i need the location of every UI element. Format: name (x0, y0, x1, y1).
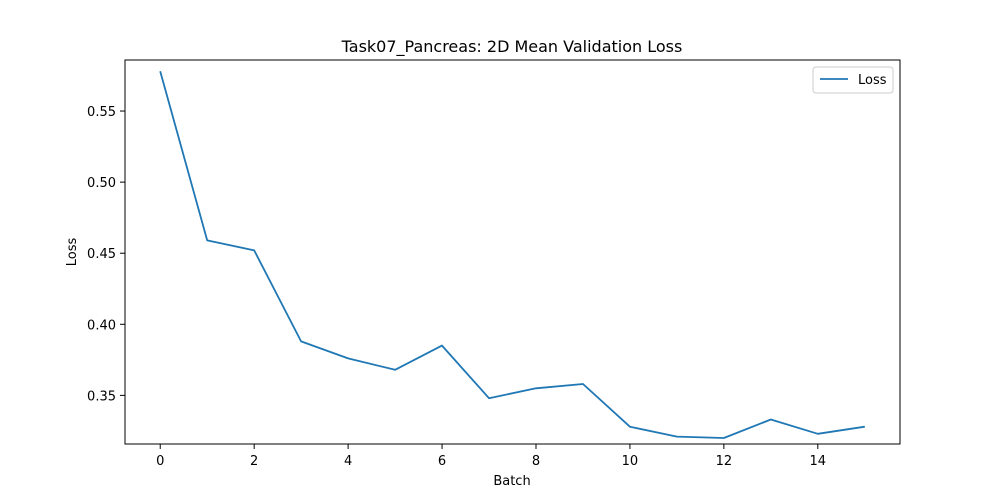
plot-frame (124, 59, 901, 445)
x-tick-label: 4 (344, 454, 352, 469)
x-axis-title: Batch (493, 474, 530, 489)
y-axis-title: Loss (65, 238, 80, 267)
x-tick-label: 6 (438, 454, 446, 469)
x-tick-label: 0 (156, 454, 164, 469)
legend-box (812, 66, 894, 94)
x-tick-label: 12 (716, 454, 733, 469)
x-tick-label: 8 (532, 454, 540, 469)
x-axis-ticks: 0 2 4 6 8 10 12 14 (156, 444, 826, 469)
series-line-loss (159, 70, 865, 439)
x-tick-label: 2 (250, 454, 258, 469)
y-tick-label: 0.50 (87, 176, 116, 191)
chart-title: Task07_Pancreas: 2D Mean Validation Loss (341, 37, 683, 57)
x-tick-label: 10 (622, 454, 639, 469)
y-tick-label: 0.45 (87, 247, 116, 262)
x-tick-label: 14 (810, 454, 827, 469)
legend: Loss (812, 66, 894, 94)
y-axis-ticks: 0.35 0.40 0.45 0.50 0.55 (87, 105, 125, 404)
y-tick-label: 0.35 (87, 389, 116, 404)
legend-label-loss: Loss (858, 73, 887, 88)
y-tick-label: 0.55 (87, 105, 116, 120)
y-tick-label: 0.40 (87, 318, 116, 333)
